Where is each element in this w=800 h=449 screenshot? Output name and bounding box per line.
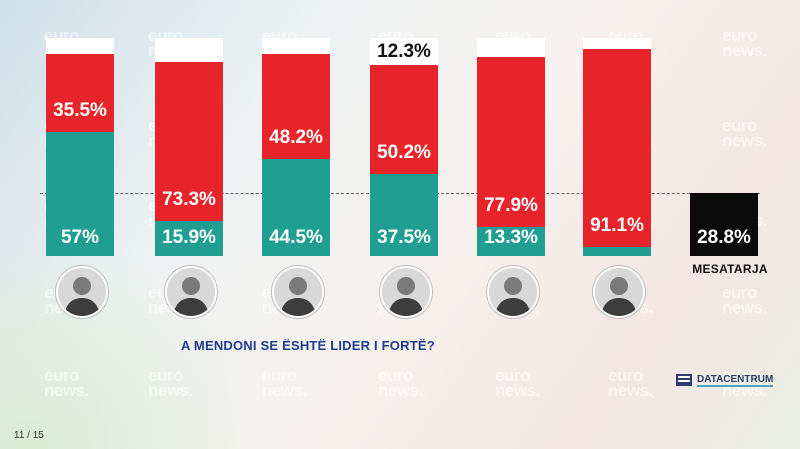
segment-yes [155,221,223,256]
segment-yes [262,158,330,256]
leader-photo [56,266,108,318]
datacentrum-logo: DATACENTRUM [676,372,774,388]
label-no: 73.3% [162,189,216,211]
logo-text: DATACENTRUM [697,373,774,387]
label-no: 77.9% [484,195,538,216]
person-icon [489,268,537,316]
leader-photo [165,266,217,318]
bar-2: 73.3% 15.9% [155,38,223,256]
page-indicator: 11 / 15 [14,430,44,441]
segment-yes [370,174,438,256]
label-undecided: 12.3% [377,41,431,62]
label-yes: 15.9% [162,227,216,248]
segment-undecided [262,38,330,54]
bar-3: 48.2% 44.5% [262,38,330,256]
segment-undecided [370,38,438,65]
segment-undecided [155,38,223,62]
segment-undecided [583,38,651,49]
leader-photo [593,266,645,318]
bar-4: 12.3% 50.2% 37.5% [370,38,438,256]
segment-no [262,53,330,159]
person-icon [382,268,430,316]
segment-no [46,54,114,132]
segment-no [370,64,438,175]
segment-undecided [477,38,545,58]
segment-no [583,48,651,248]
label-yes: 13.3% [484,227,538,248]
person-icon [595,268,643,316]
person-icon [58,268,106,316]
label-yes: 44.5% [269,227,323,248]
segment-undecided [46,38,114,55]
bar-6: 91.1% [583,38,651,256]
leader-photo [272,266,324,318]
label-yes: 37.5% [377,227,431,248]
chart-question: A MENDONI SE ËSHTË LIDER I FORTË? [181,338,435,353]
average-value: 28.8% [697,226,751,248]
segment-yes [477,227,545,256]
average-bar: 28.8% [690,193,758,256]
bar-1: 35.5% 57% [46,38,114,256]
person-icon [274,268,322,316]
segment-no [477,57,545,227]
label-no: 48.2% [269,126,323,148]
leader-photo [380,266,432,318]
label-no: 50.2% [377,142,431,164]
person-icon [167,268,215,316]
segment-yes [46,131,114,256]
segment-yes [583,247,651,256]
leader-photo [487,266,539,318]
label-no: 91.1% [590,215,644,237]
bar-5: 77.9% 13.3% [477,38,545,256]
label-no: 35.5% [53,99,107,121]
average-label: MESATARJA [692,262,768,276]
logo-mark-icon [676,374,692,386]
segment-no [155,61,223,222]
label-yes: 57% [60,227,100,248]
